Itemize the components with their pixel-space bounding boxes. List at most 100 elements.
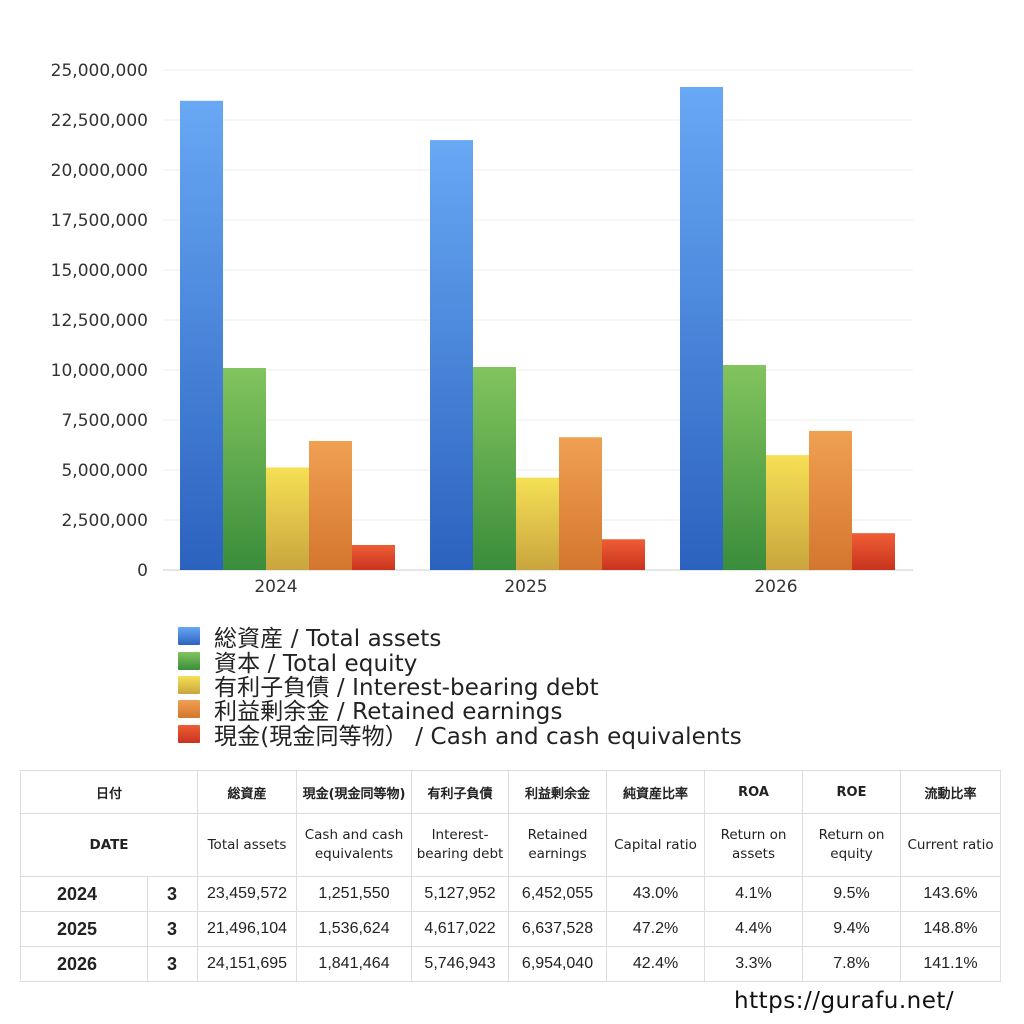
header-debt-jp: 有利子負債: [411, 770, 510, 814]
cell-roa: 3.3%: [704, 946, 804, 982]
header-cash-jp: 現金(現金同等物): [296, 770, 413, 814]
site-url: https://gurafu.net/: [734, 988, 955, 1014]
legend-swatch: [178, 627, 200, 646]
y-tick-label: 10,000,000: [51, 361, 148, 381]
header-date-en: DATE: [19, 813, 199, 877]
y-tick-label: 25,000,000: [51, 61, 148, 81]
legend-item-total-assets: 総資産 / Total assets: [178, 624, 742, 652]
bar-2024-series-3: [309, 440, 352, 570]
cell-current-ratio: 141.1%: [900, 946, 1002, 982]
bar-2025-series-0: [430, 140, 473, 570]
x-category-label: 2025: [504, 577, 547, 597]
header-total-assets-en: Total assets: [197, 813, 298, 877]
bar-2024-series-2: [266, 467, 309, 570]
row-month: 3: [146, 876, 199, 912]
header-retained-en: Retained earnings: [508, 813, 608, 877]
header-current-ratio-jp: 流動比率: [900, 770, 1002, 814]
y-tick-label: 20,000,000: [51, 161, 148, 181]
cell-capital-ratio: 42.4%: [606, 946, 706, 982]
table-row: 2025 3 21,496,104 1,536,624 4,617,022 6,…: [20, 911, 1002, 947]
header-current-ratio-en: Current ratio: [900, 813, 1002, 877]
x-category-label: 2024: [254, 577, 297, 597]
table-header-en: DATE Total assets Cash and cash equivale…: [19, 813, 1002, 877]
header-capital-ratio-jp: 純資産比率: [606, 770, 706, 814]
legend-label: 有利子負債 / Interest-bearing debt: [214, 674, 599, 701]
header-date-jp: 日付: [19, 770, 199, 814]
header-retained-jp: 利益剰余金: [508, 770, 608, 814]
legend-swatch: [178, 724, 200, 743]
bar-2024-series-1: [223, 368, 266, 570]
header-roe-en: Return on equity: [802, 813, 902, 877]
y-tick-label: 2,500,000: [61, 511, 148, 531]
cell-current-ratio: 143.6%: [900, 876, 1002, 912]
bars: [180, 86, 895, 571]
table-header-jp: 日付 総資産 現金(現金同等物) 有利子負債 利益剰余金 純資産比率 ROA R…: [19, 770, 1002, 814]
cell-current-ratio: 148.8%: [900, 911, 1002, 947]
bar-2025-series-4: [602, 539, 645, 570]
cell-roe: 7.8%: [802, 946, 902, 982]
row-year: 2026: [20, 946, 148, 982]
y-tick-label: 7,500,000: [61, 411, 148, 431]
row-year: 2025: [20, 911, 148, 947]
cell-roe: 9.4%: [802, 911, 902, 947]
y-tick-label: 22,500,000: [51, 111, 148, 131]
y-axis-ticks: 0 2,500,000 5,000,000 7,500,000 10,000,000 12…: [51, 61, 148, 581]
bar-2026-series-2: [766, 455, 809, 570]
bar-2025-series-2: [516, 477, 559, 570]
cell-debt: 5,746,943: [411, 946, 510, 982]
legend-item-total-equity: 資本 / Total equity: [178, 648, 742, 677]
cell-roe: 9.5%: [802, 876, 902, 912]
legend-swatch: [178, 700, 200, 719]
cell-debt: 4,617,022: [411, 911, 510, 947]
cell-cash: 1,251,550: [296, 876, 413, 912]
y-tick-label: 5,000,000: [61, 461, 148, 481]
cell-retained: 6,637,528: [508, 911, 608, 947]
cell-retained: 6,954,040: [508, 946, 608, 982]
bar-2024-series-4: [352, 544, 395, 570]
x-axis-labels: 2024 2025 2026: [254, 577, 797, 597]
cell-cash: 1,841,464: [296, 946, 413, 982]
row-year: 2024: [20, 876, 148, 912]
cell-debt: 5,127,952: [411, 876, 510, 912]
y-tick-label: 0: [137, 561, 148, 581]
y-tick-label: 17,500,000: [51, 211, 148, 231]
bar-2026-series-3: [809, 430, 852, 570]
header-debt-en: Interest-bearing debt: [411, 813, 510, 877]
legend-swatch: [178, 651, 200, 670]
legend-label: 資本 / Total equity: [214, 650, 418, 677]
header-roa-jp: ROA: [704, 770, 804, 814]
x-category-label: 2026: [754, 577, 797, 597]
bar-chart: 0 2,500,000 5,000,000 7,500,000 10,000,000 12…: [51, 61, 913, 597]
header-roa-en: Return on assets: [704, 813, 804, 877]
bar-2024-series-0: [180, 100, 223, 570]
header-roe-jp: ROE: [802, 770, 902, 814]
bar-2026-series-1: [723, 365, 766, 570]
legend-item-cash: 現金(現金同等物） / Cash and cash equivalents: [178, 722, 742, 750]
bar-2026-series-0: [680, 86, 723, 571]
cell-cash: 1,536,624: [296, 911, 413, 947]
cell-capital-ratio: 47.2%: [606, 911, 706, 947]
legend-item-retained-earnings: 利益剰余金 / Retained earnings: [178, 697, 742, 725]
legend-swatch: [178, 675, 200, 694]
cell-capital-ratio: 43.0%: [606, 876, 706, 912]
legend-label: 総資産 / Total assets: [214, 626, 442, 653]
y-tick-label: 12,500,000: [51, 311, 148, 331]
cell-roa: 4.4%: [704, 911, 804, 947]
legend-label: 現金(現金同等物） / Cash and cash equivalents: [214, 723, 742, 750]
y-tick-label: 15,000,000: [51, 261, 148, 281]
financial-table: 日付 総資産 現金(現金同等物) 有利子負債 利益剰余金 純資産比率 ROA R…: [19, 770, 1002, 982]
bar-2025-series-3: [559, 437, 602, 570]
table-row: 2024 3 23,459,572 1,251,550 5,127,952 6,…: [20, 876, 1002, 912]
cell-total-assets: 23,459,572: [197, 876, 298, 912]
header-total-assets-jp: 総資産: [197, 770, 298, 814]
legend-label: 利益剰余金 / Retained earnings: [214, 699, 563, 726]
cell-roa: 4.1%: [704, 876, 804, 912]
header-cash-en: Cash and cash equivalents: [296, 813, 413, 877]
row-month: 3: [146, 911, 199, 947]
cell-total-assets: 21,496,104: [197, 911, 298, 947]
bar-2026-series-4: [852, 533, 895, 570]
bar-2025-series-1: [473, 367, 516, 570]
legend: 総資産 / Total assets 資本 / Total equity 有利子…: [178, 624, 742, 750]
header-capital-ratio-en: Capital ratio: [606, 813, 706, 877]
row-month: 3: [146, 946, 199, 982]
